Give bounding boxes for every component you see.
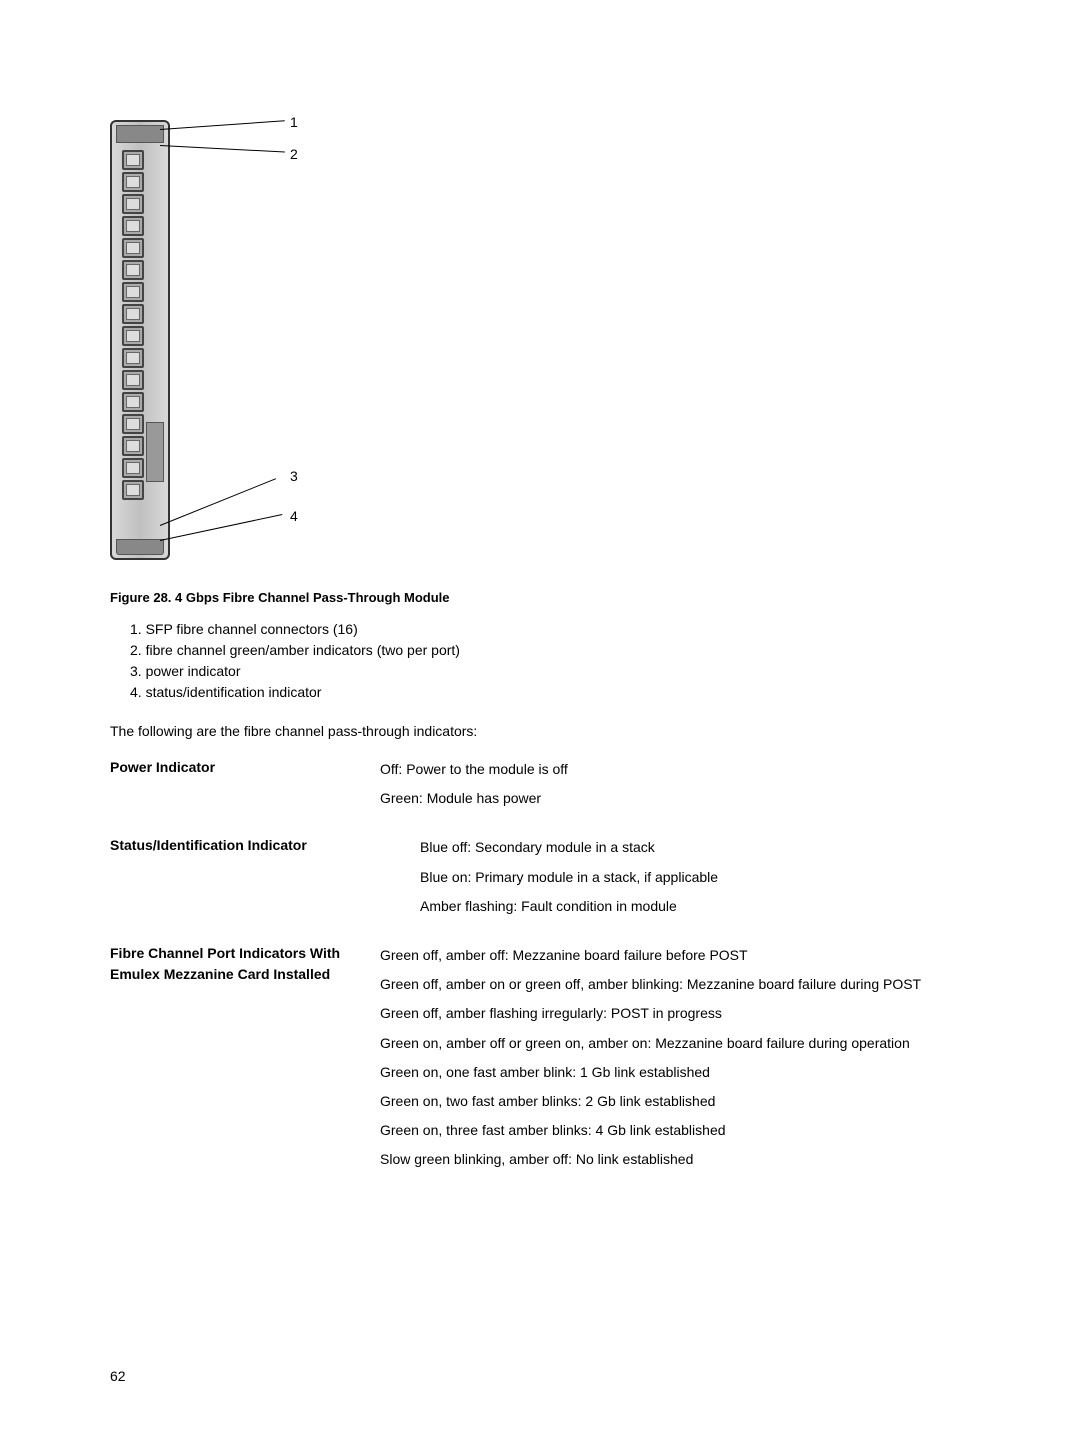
indicator-value: Off: Power to the module is off [380, 757, 568, 782]
sfp-port [122, 480, 144, 500]
callout-number-3: 3 [290, 468, 298, 484]
indicator-label: Fibre Channel Port Indicators With Emule… [110, 943, 380, 1177]
indicator-values: Blue off: Secondary module in a stack Bl… [380, 835, 718, 923]
figure-diagram: 1 2 3 4 [110, 110, 970, 570]
indicator-value: Slow green blinking, amber off: No link … [380, 1147, 921, 1172]
indicator-value: Amber flashing: Fault condition in modul… [420, 894, 718, 919]
sfp-port [122, 348, 144, 368]
sfp-port [122, 150, 144, 170]
sfp-port [122, 392, 144, 412]
module-top [116, 125, 164, 143]
indicator-row-power: Power Indicator Off: Power to the module… [110, 757, 970, 815]
sfp-port [122, 172, 144, 192]
figure-caption: Figure 28. 4 Gbps Fibre Channel Pass-Thr… [110, 590, 970, 605]
legend-item: 1. SFP fibre channel connectors (16) [130, 619, 970, 640]
indicator-value: Green on, three fast amber blinks: 4 Gb … [380, 1118, 921, 1143]
module-body [110, 120, 170, 560]
sfp-port [122, 436, 144, 456]
page-number: 62 [110, 1368, 126, 1384]
indicator-value: Green off, amber on or green off, amber … [380, 972, 921, 997]
indicator-value: Green on, two fast amber blinks: 2 Gb li… [380, 1089, 921, 1114]
callout-number-1: 1 [290, 114, 298, 130]
indicator-value: Blue off: Secondary module in a stack [420, 835, 718, 860]
indicator-value: Blue on: Primary module in a stack, if a… [420, 865, 718, 890]
intro-text: The following are the fibre channel pass… [110, 723, 970, 739]
sfp-port [122, 194, 144, 214]
sfp-port [122, 414, 144, 434]
port-column [122, 150, 146, 502]
callout-number-4: 4 [290, 508, 298, 524]
sfp-port [122, 370, 144, 390]
legend-item: 2. fibre channel green/amber indicators … [130, 640, 970, 661]
sfp-port [122, 216, 144, 236]
indicator-values: Green off, amber off: Mezzanine board fa… [380, 943, 921, 1177]
legend-item: 4. status/identification indicator [130, 682, 970, 703]
sfp-port [122, 238, 144, 258]
indicator-values: Off: Power to the module is off Green: M… [380, 757, 568, 815]
legend-item: 3. power indicator [130, 661, 970, 682]
indicator-value: Green: Module has power [380, 786, 568, 811]
indicator-row-fibre: Fibre Channel Port Indicators With Emule… [110, 943, 970, 1177]
callout-line [160, 145, 285, 153]
indicator-label: Power Indicator [110, 757, 380, 815]
indicator-value: Green on, one fast amber blink: 1 Gb lin… [380, 1060, 921, 1085]
sfp-port [122, 304, 144, 324]
sfp-port [122, 326, 144, 346]
indicator-value: Green off, amber flashing irregularly: P… [380, 1001, 921, 1026]
sfp-port [122, 260, 144, 280]
figure-legend-list: 1. SFP fibre channel connectors (16) 2. … [130, 619, 970, 703]
indicator-row-status: Status/Identification Indicator Blue off… [110, 835, 970, 923]
indicator-value: Green on, amber off or green on, amber o… [380, 1031, 921, 1056]
sfp-port [122, 282, 144, 302]
sfp-port [122, 458, 144, 478]
callout-number-2: 2 [290, 146, 298, 162]
module-side-block [146, 422, 164, 482]
callout-line [160, 120, 285, 130]
indicator-value: Green off, amber off: Mezzanine board fa… [380, 943, 921, 968]
indicator-label: Status/Identification Indicator [110, 835, 380, 923]
module-bottom [116, 539, 164, 555]
